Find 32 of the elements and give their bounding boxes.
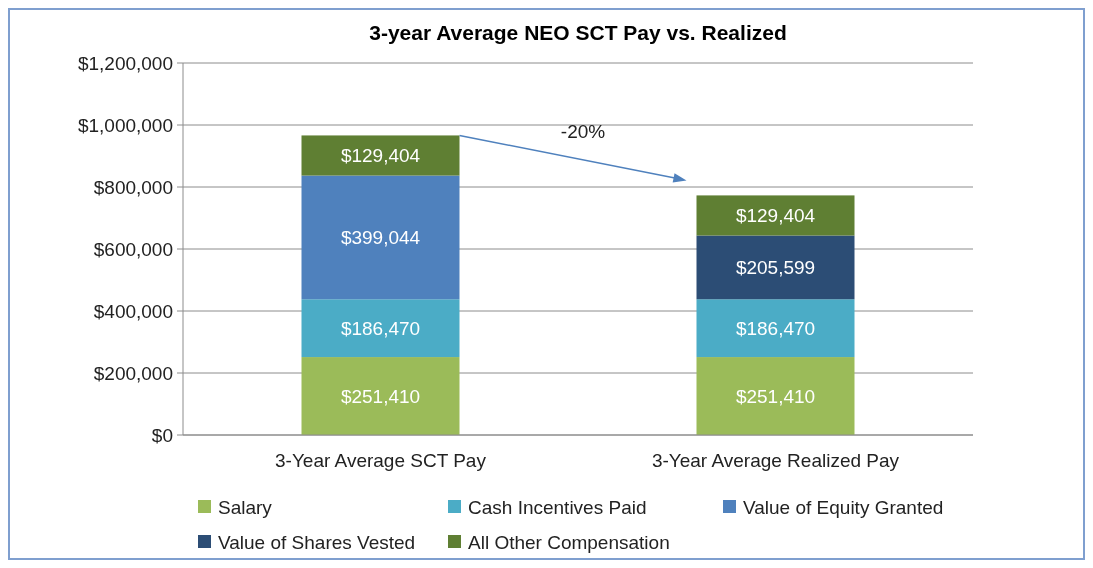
- data-label: $399,044: [340, 227, 421, 249]
- data-label: $129,404: [340, 145, 421, 167]
- bar: [696, 195, 855, 236]
- data-label: $251,410: [340, 385, 421, 407]
- x-tick-label: 3-Year Average Realized Pay: [651, 450, 900, 471]
- bar: [696, 299, 855, 358]
- y-tick-label: $0: [151, 424, 173, 446]
- bar: [301, 175, 460, 300]
- y-tick-label: $800,000: [93, 176, 173, 198]
- legend-label: Salary: [218, 496, 273, 518]
- legend-label: All Other Compensation: [468, 531, 670, 553]
- data-label: $129,404: [735, 205, 816, 227]
- data-label: $251,410: [735, 385, 816, 407]
- data-label: $205,599: [735, 257, 816, 279]
- data-label: $186,470: [340, 317, 421, 339]
- x-tick-label: 3-Year Average SCT Pay: [275, 450, 487, 471]
- bar: [301, 357, 460, 435]
- data-label: $186,470: [735, 317, 816, 339]
- y-tick-label: $600,000: [93, 238, 173, 260]
- y-tick-label: $400,000: [93, 300, 173, 322]
- y-tick-label: $1,200,000: [77, 52, 173, 74]
- bar: [301, 299, 460, 358]
- bar: [301, 135, 460, 176]
- y-tick-label: $1,000,000: [77, 114, 173, 136]
- legend-label: Cash Incentives Paid: [468, 496, 647, 518]
- chart-title: 3-year Average NEO SCT Pay vs. Realized: [369, 21, 787, 44]
- annotation: -20%: [560, 120, 606, 142]
- y-tick-label: $200,000: [93, 362, 173, 384]
- bar: [696, 235, 855, 300]
- legend-label: Value of Shares Vested: [218, 531, 416, 553]
- bar: [696, 357, 855, 435]
- legend-label: Value of Equity Granted: [743, 496, 944, 518]
